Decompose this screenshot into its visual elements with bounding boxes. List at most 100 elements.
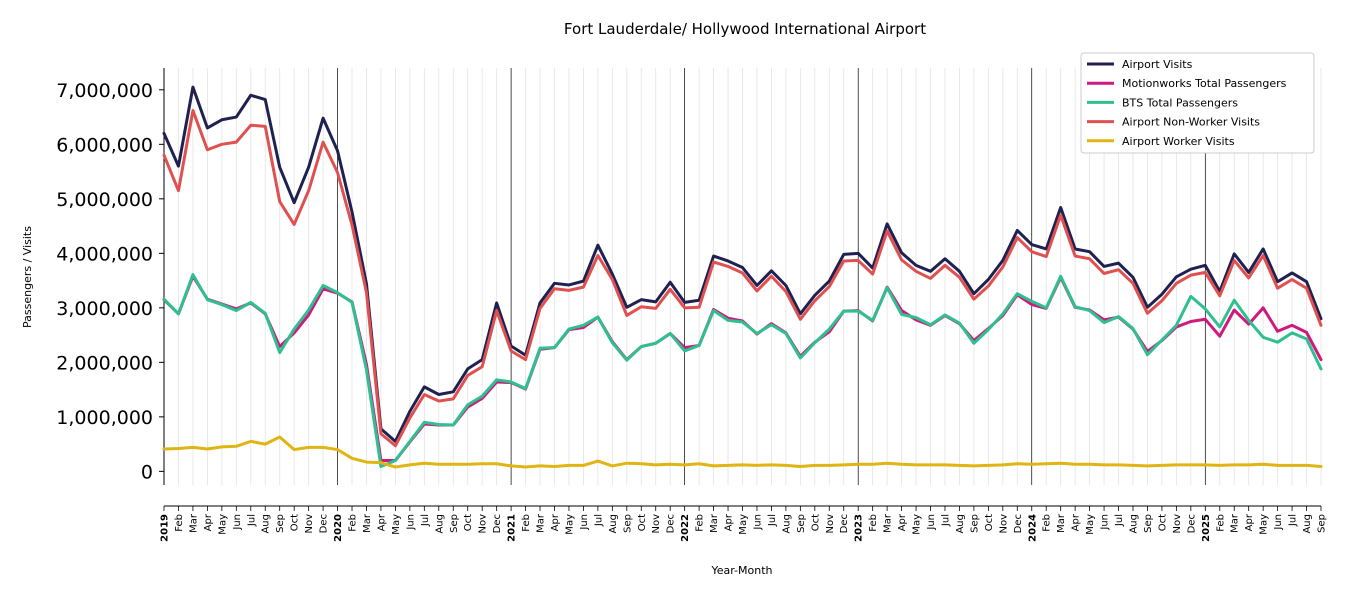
- x-tick-label-month: Apr: [376, 513, 387, 531]
- x-tick-label-month: Apr: [897, 513, 908, 531]
- x-tick-label-month: Mar: [709, 513, 720, 533]
- x-tick-label-month: May: [391, 514, 402, 535]
- x-tick-label-month: Jun: [1273, 514, 1284, 531]
- x-tick-label-month: Nov: [998, 514, 1009, 534]
- x-tick-label-month: May: [564, 514, 575, 535]
- x-tick-label-month: Nov: [478, 514, 489, 534]
- x-axis-label: Year-Month: [710, 564, 772, 577]
- x-tick-label-month: Feb: [1042, 514, 1053, 532]
- x-tick-label-month: Nov: [304, 514, 315, 534]
- x-tick-label-month: Sep: [969, 514, 980, 533]
- x-tick-label-month: Dec: [492, 514, 503, 533]
- x-tick-label-month: Apr: [1071, 513, 1082, 531]
- x-tick-label-year: 2024: [1027, 514, 1038, 542]
- x-tick-label-month: Apr: [1244, 513, 1255, 531]
- x-tick-label-month: Dec: [319, 514, 330, 533]
- x-tick-label-month: Jul: [1114, 514, 1125, 527]
- x-tick-label-month: Nov: [1172, 514, 1183, 534]
- x-tick-label-month: May: [738, 514, 749, 535]
- x-tick-label-year: 2025: [1201, 514, 1212, 542]
- x-tick-label-month: Sep: [1143, 514, 1154, 533]
- x-tick-label-month: Jun: [405, 514, 416, 531]
- x-tick-label-year: 2022: [680, 514, 691, 542]
- legend-label: BTS Total Passengers: [1122, 96, 1238, 109]
- x-tick-label-month: Jun: [579, 514, 590, 531]
- x-tick-label-month: Mar: [536, 513, 547, 533]
- x-tick-label-month: Apr: [550, 513, 561, 531]
- y-tick-label: 4,000,000: [56, 243, 153, 265]
- x-tick-label-month: Aug: [1302, 514, 1313, 534]
- x-tick-label-month: Sep: [275, 514, 286, 533]
- x-tick-label-year: 2023: [854, 514, 865, 542]
- series-line-airport-visits: [162, 85, 1323, 443]
- x-tick-label-month: Nov: [651, 514, 662, 534]
- series-line-bts-total-passengers: [162, 273, 1323, 468]
- y-axis: 0 1,000,000 2,000,000 3,000,000 4,000,000 5,0…: [56, 68, 165, 485]
- x-tick-label-month: May: [217, 514, 228, 535]
- x-tick-label-month: Dec: [1013, 514, 1024, 533]
- x-tick-label-month: Jul: [940, 514, 951, 527]
- x-tick-label-month: Mar: [1230, 513, 1241, 533]
- x-tick-label-month: Apr: [724, 513, 735, 531]
- x-tick-label-month: Nov: [825, 514, 836, 534]
- x-tick-label-month: Feb: [521, 514, 532, 532]
- x-axis: 2019 Feb Mar Apr May Jun Jul Aug Sep Oct Nov Dec 202…: [160, 505, 1328, 542]
- x-tick-label-month: Sep: [796, 514, 807, 533]
- x-tick-label-month: Sep: [622, 514, 633, 533]
- x-tick-label-month: Aug: [955, 514, 966, 534]
- x-tick-label-year: 2021: [507, 514, 518, 542]
- x-tick-label-month: Sep: [1317, 514, 1328, 533]
- series-line-airport-non-worker-visits: [162, 109, 1323, 448]
- x-tick-label-month: Feb: [1215, 514, 1226, 532]
- x-tick-label-month: May: [1259, 514, 1270, 535]
- legend-frame: [1080, 52, 1315, 154]
- series-line-airport-worker-visits: [162, 435, 1323, 469]
- x-tick-label-month: Sep: [449, 514, 460, 533]
- x-tick-label-month: Mar: [1056, 513, 1067, 533]
- x-tick-label-month: Oct: [1157, 514, 1168, 531]
- x-tick-label-month: Mar: [188, 513, 199, 533]
- x-tick-label-month: Feb: [868, 514, 879, 532]
- x-tick-label-month: Jul: [246, 514, 257, 527]
- legend: Airport Visits Motionworks Total Passenge…: [1080, 52, 1315, 154]
- x-tick-label-month: Aug: [434, 514, 445, 534]
- x-tick-label-year: 2019: [160, 514, 171, 542]
- x-tick-label-month: Oct: [290, 514, 301, 531]
- x-tick-label-month: Jun: [752, 514, 763, 531]
- x-tick-label-month: Dec: [666, 514, 677, 533]
- x-tick-label-year: 2020: [333, 514, 344, 542]
- x-tick-label-month: Aug: [261, 514, 272, 534]
- x-tick-label-month: Jun: [1100, 514, 1111, 531]
- x-tick-label-month: Feb: [348, 514, 359, 532]
- x-tick-label-month: Dec: [1186, 514, 1197, 533]
- x-tick-label-month: Mar: [362, 513, 373, 533]
- x-tick-label-month: Aug: [781, 514, 792, 534]
- legend-label: Airport Non-Worker Visits: [1122, 116, 1260, 129]
- y-axis-label: Passengers / Visits: [21, 226, 34, 328]
- x-tick-label-month: May: [912, 514, 923, 535]
- x-tick-label-month: Feb: [174, 514, 185, 532]
- x-tick-label-month: Jun: [232, 514, 243, 531]
- y-tick-label: 7,000,000: [56, 80, 153, 102]
- x-tick-label-month: Jul: [420, 514, 431, 527]
- x-tick-label-month: Oct: [637, 514, 648, 531]
- x-tick-label-month: Mar: [883, 513, 894, 533]
- x-tick-label-month: Jul: [767, 514, 778, 527]
- x-tick-label-month: Jun: [926, 514, 937, 531]
- x-tick-label-month: May: [1085, 514, 1096, 535]
- x-tick-label-month: Oct: [810, 514, 821, 531]
- x-tick-label-month: Apr: [203, 513, 214, 531]
- y-tick-label: 1,000,000: [56, 407, 153, 429]
- x-tick-label-month: Jul: [1288, 514, 1299, 527]
- legend-label: Airport Visits: [1122, 58, 1193, 71]
- x-tick-label-month: Aug: [608, 514, 619, 534]
- legend-label: Motionworks Total Passengers: [1122, 77, 1287, 90]
- x-tick-label-month: Aug: [1128, 514, 1139, 534]
- y-tick-label: 6,000,000: [56, 134, 153, 156]
- legend-label: Airport Worker Visits: [1122, 135, 1235, 148]
- series-lines: [162, 85, 1323, 469]
- y-tick-label: 5,000,000: [56, 189, 153, 211]
- y-tick-label: 2,000,000: [56, 352, 153, 374]
- x-tick-label-month: Oct: [984, 514, 995, 531]
